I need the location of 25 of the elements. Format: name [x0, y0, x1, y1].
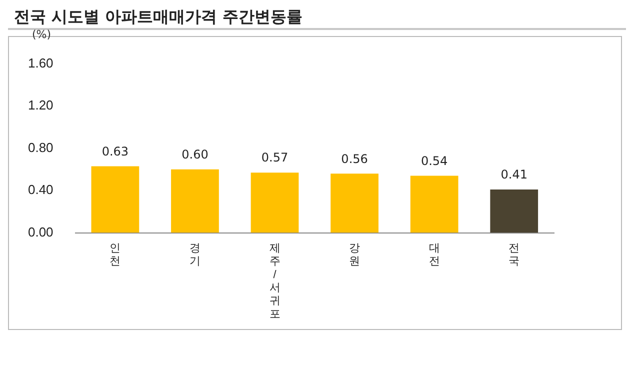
bar — [171, 169, 219, 233]
bar — [410, 176, 458, 233]
bar — [91, 166, 140, 233]
y-axis-title: (%) — [32, 28, 52, 41]
data-label: 0.63 — [102, 144, 129, 158]
y-tick-label: 1.20 — [28, 98, 54, 113]
y-tick-label: 0.40 — [28, 182, 54, 198]
y-tick-label: 0.80 — [28, 140, 54, 155]
y-tick-label: 1.60 — [28, 55, 54, 70]
data-label: 0.54 — [420, 154, 448, 168]
data-label: 0.57 — [261, 150, 288, 165]
chart-title: 전국 시도별 아파트매매가격 주간변동률 — [14, 7, 303, 26]
x-tick-label: 대전 — [428, 242, 440, 268]
x-tick-label: 경기 — [189, 242, 200, 268]
x-tick-label: 강원 — [349, 242, 360, 268]
bar — [330, 174, 378, 233]
data-label: 0.60 — [182, 148, 208, 162]
data-label: 0.41 — [500, 168, 528, 182]
y-tick-label: 0.00 — [28, 224, 54, 240]
x-tick-label: 제주/서귀포 — [269, 242, 280, 320]
x-tick-label: 전국 — [508, 242, 520, 268]
bar — [490, 189, 538, 233]
x-tick-label: 인천 — [110, 242, 121, 268]
bar — [250, 172, 299, 233]
data-label: 0.56 — [341, 152, 368, 166]
